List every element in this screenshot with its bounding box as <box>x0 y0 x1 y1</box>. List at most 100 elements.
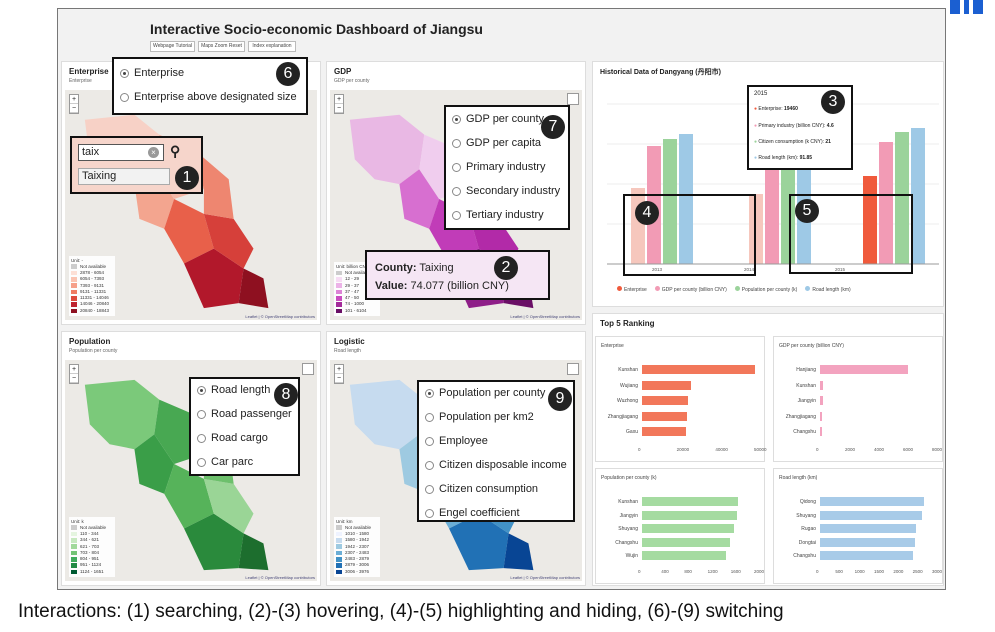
ranking-chart-population[interactable]: Population per county (k) Kunshan Jiangyi… <box>595 468 765 584</box>
option-car-parc[interactable]: Car parc <box>197 456 253 468</box>
ranking-bar[interactable] <box>642 537 730 547</box>
zoom-out-button[interactable]: − <box>70 105 78 113</box>
radio-icon[interactable] <box>425 484 434 494</box>
ranking-bar[interactable] <box>642 411 687 421</box>
option-road-cargo[interactable]: Road cargo <box>197 432 268 444</box>
legend-item[interactable]: Road length (km) <box>805 286 851 293</box>
search-input[interactable]: taix <box>78 144 164 161</box>
radio-icon[interactable] <box>197 433 206 443</box>
radio-icon[interactable] <box>197 409 206 419</box>
option-population-per-county[interactable]: Population per county <box>425 387 545 399</box>
logistic-indicator-switch[interactable]: Road length Road passenger Road cargo Ca… <box>189 377 300 476</box>
ranking-bar[interactable] <box>820 380 823 390</box>
radio-selected-icon[interactable] <box>452 114 461 124</box>
ranking-bar[interactable] <box>820 365 909 374</box>
ranking-bar[interactable] <box>642 365 755 374</box>
option-citizen-disposable-income[interactable]: Citizen disposable income <box>425 459 567 471</box>
ranking-bar[interactable] <box>642 524 734 534</box>
search-icon[interactable]: ⚲ <box>170 143 181 159</box>
enterprise-indicator-switch[interactable]: Enterprise Enterprise above designated s… <box>112 57 308 115</box>
option-secondary-industry[interactable]: Secondary industry <box>452 185 560 197</box>
zoom-out-button[interactable]: − <box>335 105 343 113</box>
radio-icon[interactable] <box>452 186 461 196</box>
radio-selected-icon[interactable] <box>197 385 206 395</box>
legend-item[interactable]: Population per county (k) <box>734 286 797 293</box>
legend-item[interactable]: Enterprise <box>617 286 647 293</box>
layers-icon[interactable] <box>567 93 579 105</box>
zoom-control[interactable]: + − <box>334 94 344 114</box>
hidden-series-region-box[interactable]: 5 <box>789 194 913 274</box>
zoom-out-button[interactable]: − <box>70 375 78 383</box>
radio-icon[interactable] <box>425 412 434 422</box>
enterprise-map[interactable]: + − Unit: - Not available 2878 - 6054 605… <box>65 90 317 320</box>
legend-item[interactable]: GDP per county (billion CNY) <box>654 286 727 293</box>
ranking-bar[interactable] <box>642 427 687 437</box>
highlight-region-box[interactable]: 4 <box>623 194 756 276</box>
webpage-tutorial-button[interactable]: Webpage Tutorial <box>150 41 195 52</box>
x-tick-label: 0 <box>816 447 819 452</box>
radio-icon[interactable] <box>425 436 434 446</box>
option-road-length[interactable]: Road length <box>197 384 270 396</box>
map-attribution[interactable]: Leaflet | © OpenStreetMap contributors <box>245 314 315 319</box>
layers-icon[interactable] <box>567 363 579 375</box>
radio-icon[interactable] <box>452 162 461 172</box>
ranking-bar[interactable] <box>820 537 916 547</box>
county-search-box[interactable]: taix × ⚲ Taixing 1 <box>70 136 203 194</box>
option-gdp-per-capita[interactable]: GDP per capita <box>452 137 541 149</box>
option-enterprise-above-size[interactable]: Enterprise above designated size <box>120 91 297 103</box>
ranking-bar[interactable] <box>820 551 913 561</box>
option-primary-industry[interactable]: Primary industry <box>452 161 545 173</box>
radio-icon[interactable] <box>452 138 461 148</box>
radio-icon[interactable] <box>120 92 129 102</box>
ranking-bar[interactable] <box>642 380 691 390</box>
option-gdp-per-county[interactable]: GDP per county <box>452 113 544 125</box>
option-enterprise[interactable]: Enterprise <box>120 67 184 79</box>
option-tertiary-industry[interactable]: Tertiary industry <box>452 209 544 221</box>
tooltip-row: ● Enterprise: 19460 <box>754 106 798 112</box>
radio-icon[interactable] <box>425 508 434 518</box>
index-explanation-button[interactable]: Index explanation <box>248 41 296 52</box>
population-indicator-switch[interactable]: Population per county Population per km2… <box>417 380 575 522</box>
radio-selected-icon[interactable] <box>120 68 129 78</box>
radio-icon[interactable] <box>425 460 434 470</box>
zoom-in-button[interactable]: + <box>70 96 78 104</box>
ranking-bar[interactable] <box>642 497 738 506</box>
zoom-in-button[interactable]: + <box>70 366 78 374</box>
zoom-in-button[interactable]: + <box>335 366 343 374</box>
maps-zoom-reset-button[interactable]: Maps Zoom Reset <box>198 41 245 52</box>
ranking-bar[interactable] <box>820 411 823 421</box>
ranking-bar[interactable] <box>820 427 823 437</box>
search-suggestion[interactable]: Taixing <box>78 168 170 185</box>
zoom-out-button[interactable]: − <box>335 375 343 383</box>
ranking-bar[interactable] <box>820 524 916 534</box>
ranking-chart-gdp[interactable]: GDP per county (billion CNY) Hanjiang Kun… <box>773 336 943 462</box>
ranking-bar[interactable] <box>820 497 925 506</box>
radio-icon[interactable] <box>452 210 461 220</box>
map-attribution[interactable]: Leaflet | © OpenStreetMap contributors <box>510 314 580 319</box>
zoom-control[interactable]: + − <box>334 364 344 384</box>
option-engel-coefficient[interactable]: Engel coefficient <box>425 507 520 519</box>
ranking-bar[interactable] <box>820 396 823 406</box>
ranking-bar[interactable] <box>642 551 727 561</box>
zoom-in-button[interactable]: + <box>335 96 343 104</box>
clear-icon[interactable]: × <box>148 147 159 158</box>
ranking-bar[interactable] <box>642 510 738 520</box>
ranking-chart-road-length[interactable]: Road length (km) Qidong Shuyang Rugao Dongt… <box>773 468 943 584</box>
option-citizen-consumption[interactable]: Citizen consumption <box>425 483 538 495</box>
ranking-bar[interactable] <box>820 510 923 520</box>
ranking-bar[interactable] <box>642 396 688 406</box>
layers-icon[interactable] <box>302 363 314 375</box>
ranking-chart-enterprise[interactable]: Enterprise Kunshan Wujiang Wuzhong Zhangjia… <box>595 336 767 462</box>
option-population-per-km2[interactable]: Population per km2 <box>425 411 534 423</box>
option-label: Secondary industry <box>466 185 561 197</box>
option-road-passenger[interactable]: Road passenger <box>197 408 292 420</box>
zoom-control[interactable]: + − <box>69 364 79 384</box>
map-attribution[interactable]: Leaflet | © OpenStreetMap contributors <box>245 575 315 580</box>
radio-selected-icon[interactable] <box>425 388 434 398</box>
gdp-indicator-switch[interactable]: GDP per county GDP per capita Primary in… <box>444 105 570 230</box>
x-tick-label: 40000 <box>715 447 728 452</box>
radio-icon[interactable] <box>197 457 206 467</box>
map-attribution[interactable]: Leaflet | © OpenStreetMap contributors <box>510 575 580 580</box>
zoom-control[interactable]: + − <box>69 94 79 114</box>
option-employee[interactable]: Employee <box>425 435 488 447</box>
